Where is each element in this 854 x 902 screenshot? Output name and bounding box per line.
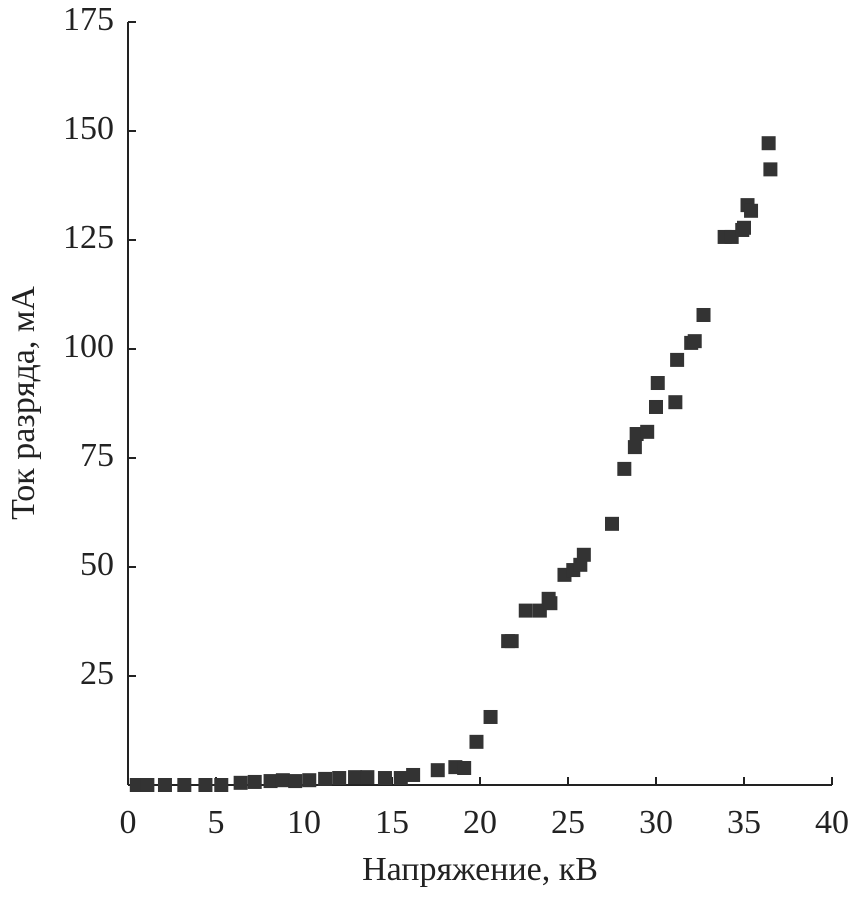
- point: [302, 773, 317, 788]
- x-tick-label: 15: [375, 804, 409, 841]
- point: [724, 229, 739, 244]
- point: [532, 603, 547, 618]
- point: [177, 778, 192, 792]
- x-tick-label: 40: [815, 804, 849, 841]
- point: [247, 774, 262, 789]
- y-tick-label: 50: [80, 546, 114, 583]
- point: [318, 771, 333, 786]
- y-tick-label: 175: [63, 1, 114, 38]
- point: [543, 596, 558, 611]
- point: [129, 778, 144, 792]
- point: [469, 734, 484, 749]
- x-axis-label: Напряжение, кВ: [362, 851, 598, 888]
- point: [627, 440, 642, 455]
- y-tick-label: 125: [63, 219, 114, 256]
- y-tick-label: 75: [80, 437, 114, 474]
- point: [763, 162, 778, 177]
- point: [649, 399, 663, 414]
- point: [650, 376, 665, 391]
- x-tick-label: 10: [287, 804, 321, 841]
- point: [687, 334, 702, 349]
- point: [670, 352, 685, 367]
- point: [275, 773, 290, 788]
- y-tick-label: 150: [63, 110, 114, 147]
- point: [348, 770, 363, 785]
- point: [640, 424, 655, 439]
- point: [696, 307, 711, 322]
- point: [744, 203, 759, 218]
- y-axis-label: Ток разряда, мА: [5, 286, 42, 520]
- point: [198, 778, 213, 792]
- point: [157, 778, 172, 792]
- point: [668, 395, 683, 410]
- y-tick-label: 100: [63, 328, 114, 365]
- point: [576, 547, 591, 562]
- point: [263, 774, 278, 789]
- point: [393, 771, 408, 786]
- x-tick-label: 20: [463, 804, 497, 841]
- point: [761, 136, 776, 151]
- point: [737, 220, 751, 235]
- point: [483, 709, 498, 724]
- x-tick-label: 35: [727, 804, 761, 841]
- point: [629, 427, 644, 442]
- x-tick-label: 0: [120, 804, 137, 841]
- point: [377, 771, 392, 786]
- point: [457, 760, 472, 775]
- x-tick-label: 30: [639, 804, 673, 841]
- point: [406, 767, 421, 782]
- x-tick-label: 25: [551, 804, 585, 841]
- point: [605, 516, 619, 531]
- point: [504, 634, 519, 649]
- point: [617, 461, 632, 476]
- y-tick-label: 25: [80, 655, 114, 692]
- x-tick-label: 5: [208, 804, 225, 841]
- point: [214, 778, 229, 792]
- point: [430, 763, 445, 778]
- point: [360, 770, 375, 785]
- point: [332, 771, 347, 786]
- point: [233, 775, 248, 790]
- point: [518, 603, 533, 618]
- point: [288, 774, 303, 789]
- point: [140, 778, 155, 792]
